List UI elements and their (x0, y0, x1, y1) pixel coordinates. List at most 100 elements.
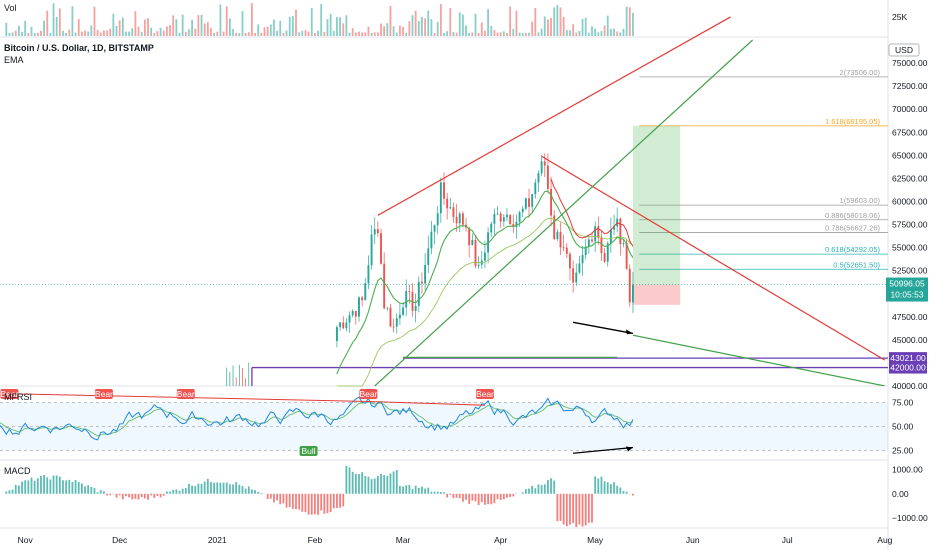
macd-tick-label: 0.00 (892, 489, 909, 499)
volume-bar (446, 31, 449, 36)
ema-label: EMA (4, 55, 24, 65)
macd-bar (458, 493, 461, 499)
trendline (374, 39, 754, 386)
macd-bar (304, 493, 307, 513)
volume-bar (8, 32, 11, 36)
volume-bar (443, 32, 445, 36)
volume-bar (628, 7, 631, 37)
volume-bar (367, 26, 370, 36)
macd-bar (417, 487, 420, 494)
volume-bar (332, 30, 335, 36)
candle-body (546, 165, 549, 189)
macd-bar (285, 493, 288, 508)
macd-bar (499, 493, 502, 501)
current-price-box (886, 277, 928, 302)
macd-bar (301, 493, 304, 512)
volume-bar (241, 10, 244, 36)
candle-body (559, 231, 562, 248)
macd-bar (43, 475, 45, 494)
price-tick-label: 72500.00 (892, 81, 928, 91)
volume-bar (411, 15, 414, 36)
price-tick-label: 55000.00 (892, 243, 928, 253)
macd-bar (408, 485, 411, 494)
volume-bar (534, 7, 537, 36)
macd-bar (474, 493, 477, 502)
candle-body (515, 221, 518, 228)
macd-bar (162, 493, 165, 496)
volume-bar (458, 12, 461, 36)
volume-bar (565, 30, 568, 36)
volume-bar (512, 28, 515, 36)
macd-bar (351, 471, 354, 494)
volume-bar (5, 22, 8, 36)
macd-bar (534, 488, 537, 494)
volume-bar (439, 4, 442, 37)
volume-bar (99, 32, 102, 36)
macd-bar (433, 491, 436, 494)
macd-bar (446, 493, 449, 498)
vol-tick-label: 25K (892, 12, 907, 22)
volume-bars (5, 3, 634, 37)
macd-bar (27, 480, 30, 494)
volume-bar (295, 9, 297, 36)
macd-bar (71, 482, 74, 494)
volume-bar (125, 31, 127, 36)
fib-label: 0.618(54292.05) (825, 245, 881, 254)
volume-bar (487, 9, 489, 36)
volume-bar (131, 28, 134, 36)
macd-bar (266, 493, 269, 500)
price-tick-label: 75000.00 (892, 58, 928, 68)
macd-bar (556, 493, 559, 522)
mfrsi-signal-label: Bear (95, 389, 113, 399)
volume-bar (266, 26, 269, 36)
macd-bar (279, 493, 282, 505)
macd-bar (40, 475, 42, 494)
volume-bar (115, 25, 118, 36)
volume-bar (531, 21, 534, 36)
currency-badge[interactable] (888, 43, 920, 57)
volume-bar (370, 32, 373, 36)
candle-body (502, 217, 505, 222)
candle-body (518, 212, 521, 222)
macd-bar (487, 493, 489, 505)
time-tick-label: Jun (686, 535, 700, 545)
macd-bar (562, 493, 565, 525)
macd-bar (345, 465, 348, 494)
macd-bar (244, 488, 247, 494)
volume-bar (449, 8, 452, 36)
candle-body (339, 322, 342, 328)
candle-body (490, 223, 493, 233)
volume-bar (587, 32, 590, 36)
candle-body (572, 268, 575, 283)
candle-body (358, 297, 360, 317)
macd-bar (436, 491, 439, 494)
macd-bar (58, 476, 61, 494)
mfrsi-signal-badge (176, 389, 195, 399)
macd-bar (543, 484, 546, 494)
candle-body (609, 229, 612, 244)
candle-body (537, 173, 540, 183)
macd-bar (143, 493, 146, 499)
candle-body (348, 315, 351, 323)
volume-bar (33, 32, 36, 36)
currency-label: USD (895, 45, 913, 55)
macd-bar (17, 485, 20, 494)
time-tick-label: Apr (494, 535, 507, 545)
volume-bar (87, 31, 90, 36)
volume-bar (178, 32, 181, 36)
macd-bar (147, 493, 149, 500)
macd-bar (178, 490, 181, 494)
volume-bar (405, 32, 408, 36)
time-tick-label: May (587, 535, 604, 545)
candle-body (402, 307, 405, 315)
macd-bar (395, 470, 398, 494)
candle-body (543, 161, 546, 166)
macd-bar (165, 491, 168, 494)
time-tick-label: Dec (112, 535, 128, 545)
macd-tick-label: 1000.00 (892, 464, 923, 474)
macd-bar (134, 493, 137, 499)
volume-bar (222, 31, 225, 36)
macd-bar (276, 493, 279, 501)
time-tick-label: Aug (877, 535, 892, 545)
